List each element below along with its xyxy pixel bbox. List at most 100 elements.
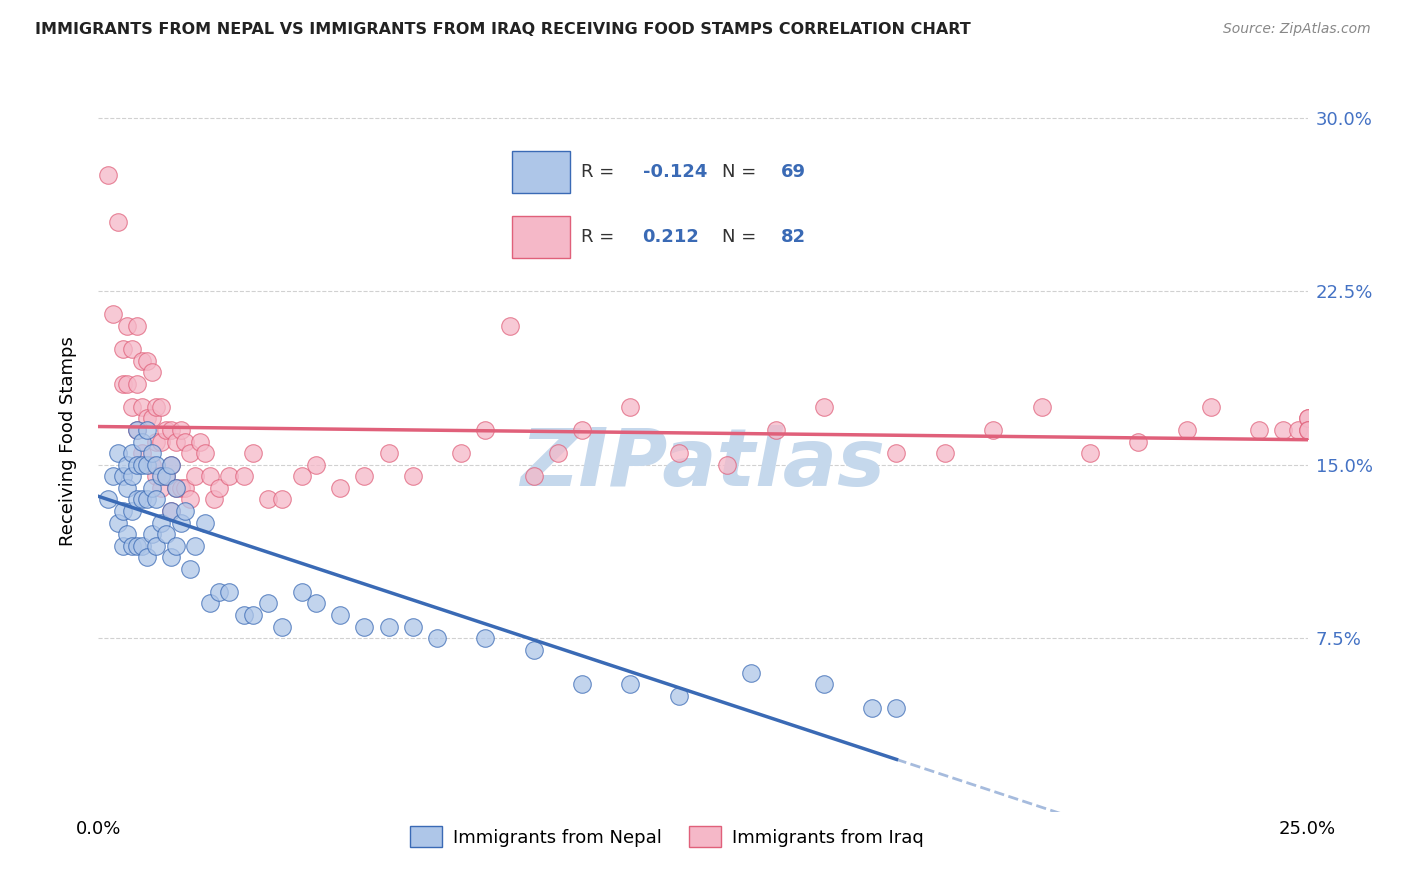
Point <box>242 608 264 623</box>
Point <box>474 423 496 437</box>
Point <box>740 665 762 680</box>
Point <box>121 446 143 460</box>
Point <box>169 516 191 530</box>
Point <box>101 469 124 483</box>
Point <box>131 353 153 368</box>
Point <box>145 458 167 472</box>
Point <box>150 469 173 483</box>
Point <box>1296 411 1319 425</box>
Point <box>402 469 425 483</box>
Point <box>571 677 593 691</box>
Point <box>155 423 177 437</box>
Point <box>101 307 124 321</box>
Point <box>127 492 149 507</box>
Point <box>498 318 520 333</box>
Point <box>131 458 153 472</box>
Point <box>402 619 425 633</box>
Point <box>121 539 143 553</box>
Point <box>145 469 167 483</box>
Point <box>107 446 129 460</box>
Point <box>141 446 163 460</box>
Point <box>1296 411 1319 425</box>
Point <box>155 469 177 483</box>
Point <box>353 619 375 633</box>
Point <box>127 423 149 437</box>
Point <box>131 539 153 553</box>
Point <box>160 504 183 518</box>
Point <box>97 492 120 507</box>
Point <box>121 504 143 518</box>
Point <box>619 677 641 691</box>
Point <box>886 446 908 460</box>
Point <box>160 458 183 472</box>
Point <box>1128 434 1150 449</box>
Point <box>131 434 153 449</box>
Point <box>523 469 546 483</box>
Point <box>188 434 211 449</box>
Point <box>174 481 197 495</box>
Point <box>353 469 375 483</box>
Point <box>155 469 177 483</box>
Point <box>127 423 149 437</box>
Point <box>204 492 226 507</box>
Point <box>121 469 143 483</box>
Point <box>165 539 187 553</box>
Point <box>117 376 139 391</box>
Point <box>194 516 217 530</box>
Point <box>165 481 187 495</box>
Point <box>1175 423 1198 437</box>
Point <box>1031 400 1053 414</box>
Point <box>184 539 207 553</box>
Point <box>111 342 134 356</box>
Point <box>329 481 352 495</box>
Point <box>256 492 278 507</box>
Point <box>179 562 201 576</box>
Point <box>169 481 191 495</box>
Point <box>150 400 173 414</box>
Point <box>174 504 197 518</box>
Point <box>141 527 163 541</box>
Point <box>117 481 139 495</box>
Point <box>111 469 134 483</box>
Point <box>1249 423 1271 437</box>
Point <box>208 585 231 599</box>
Point <box>169 423 191 437</box>
Text: IMMIGRANTS FROM NEPAL VS IMMIGRANTS FROM IRAQ RECEIVING FOOD STAMPS CORRELATION : IMMIGRANTS FROM NEPAL VS IMMIGRANTS FROM… <box>35 22 972 37</box>
Point <box>860 700 883 714</box>
Point <box>290 469 312 483</box>
Point <box>1286 423 1309 437</box>
Point <box>619 400 641 414</box>
Point <box>474 631 496 645</box>
Point <box>1199 400 1222 414</box>
Point <box>131 492 153 507</box>
Point <box>141 365 163 379</box>
Point <box>179 492 201 507</box>
Point <box>571 423 593 437</box>
Point <box>765 423 787 437</box>
Point <box>117 458 139 472</box>
Point <box>934 446 956 460</box>
Text: ZIPatlas: ZIPatlas <box>520 425 886 503</box>
Point <box>160 423 183 437</box>
Point <box>1296 423 1319 437</box>
Point <box>256 597 278 611</box>
Point <box>160 504 183 518</box>
Point <box>290 585 312 599</box>
Point <box>377 446 399 460</box>
Point <box>547 446 569 460</box>
Point <box>1296 423 1319 437</box>
Y-axis label: Receiving Food Stamps: Receiving Food Stamps <box>59 336 77 547</box>
Point <box>450 446 472 460</box>
Point <box>194 446 217 460</box>
Point <box>135 550 157 565</box>
Point <box>107 516 129 530</box>
Point <box>329 608 352 623</box>
Point <box>135 458 157 472</box>
Point <box>155 527 177 541</box>
Legend: Immigrants from Nepal, Immigrants from Iraq: Immigrants from Nepal, Immigrants from I… <box>402 819 931 855</box>
Point <box>127 376 149 391</box>
Point <box>174 434 197 449</box>
Point <box>198 597 221 611</box>
Point <box>232 608 254 623</box>
Point <box>150 434 173 449</box>
